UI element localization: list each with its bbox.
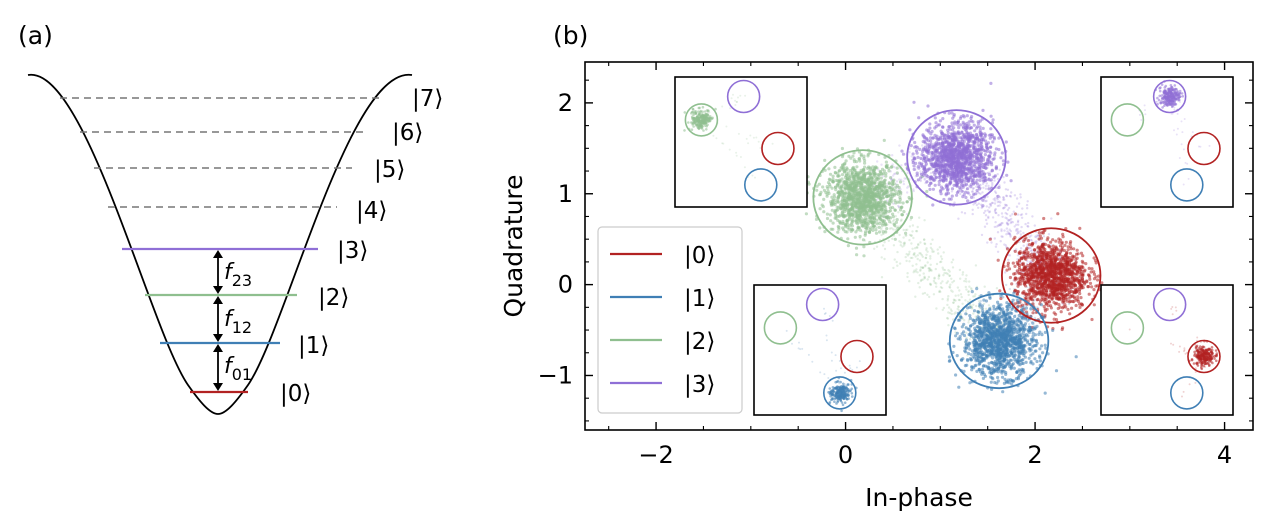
level-label-5: |5⟩ — [374, 157, 405, 183]
inset-circle-3 — [726, 79, 761, 114]
inset-circle-2 — [684, 103, 719, 137]
inset-upper-left — [674, 76, 808, 208]
transition-label-1: f12 — [224, 307, 252, 337]
y-tick-label: 1 — [558, 180, 573, 208]
inset-points — [1188, 339, 1219, 371]
panel-b-iq-scatter: (b) −2 0 2 4 −1 0 1 2 In-phase Quadrature |0⟩ |1… — [499, 21, 1254, 512]
legend-label-2: |2⟩ — [684, 329, 715, 355]
x-tick-label: 2 — [1027, 441, 1042, 469]
x-tick-label: 4 — [1217, 441, 1232, 469]
legend-label-1: |1⟩ — [684, 286, 715, 312]
y-tick-label: −1 — [538, 361, 573, 389]
panel-a-tag: (a) — [18, 21, 53, 50]
axis-ticks: −2 0 2 4 −1 0 1 2 — [538, 62, 1253, 469]
level-label-6: |6⟩ — [392, 120, 423, 146]
cluster-points-2 — [804, 138, 929, 258]
inset-upper-right — [1100, 76, 1234, 208]
arrow-head-up-0 — [213, 344, 223, 352]
inset-circle-1 — [822, 376, 857, 410]
cluster-circle-1 — [948, 292, 1050, 390]
y-tick-label: 0 — [558, 271, 573, 299]
arrow-head-down-1 — [213, 334, 223, 342]
inset-circle-0 — [1187, 131, 1221, 166]
inset-circle-1 — [1170, 376, 1204, 410]
legend-label-0: |0⟩ — [684, 243, 715, 269]
y-tick-label: 2 — [558, 89, 573, 117]
transition-label-0: f01 — [224, 354, 252, 384]
inset-plots — [674, 76, 1234, 416]
potential-well-curve — [27, 74, 413, 415]
inset-lower-right — [1100, 284, 1234, 416]
inset-lower-left — [753, 284, 887, 416]
inset-circle-2 — [763, 311, 798, 345]
panel-b-tag: (b) — [553, 21, 588, 50]
cluster-circle-0 — [1001, 227, 1102, 324]
cluster-circles — [812, 109, 1102, 390]
legend: |0⟩ |1⟩ |2⟩ |3⟩ — [597, 226, 743, 414]
level-label-2: |2⟩ — [318, 285, 349, 311]
x-tick-label: −2 — [638, 441, 673, 469]
energy-levels: |0⟩ |1⟩ |2⟩ |3⟩ |4⟩ |5⟩ |6⟩ |7⟩ — [60, 86, 443, 407]
cluster-points-3 — [900, 81, 1013, 208]
inset-points — [683, 105, 717, 132]
y-axis-label: Quadrature — [499, 174, 528, 317]
arrow-head-up-2 — [213, 250, 223, 258]
inset-circle-1 — [743, 168, 778, 202]
arrow-head-down-2 — [213, 286, 223, 294]
cluster-points-0 — [988, 212, 1113, 332]
level-label-7: |7⟩ — [412, 86, 443, 112]
level-label-3: |3⟩ — [337, 238, 368, 264]
inset-circle-2 — [1110, 311, 1145, 345]
legend-label-3: |3⟩ — [684, 372, 715, 398]
transition-arrows: f01 f12 f23 — [213, 250, 252, 391]
plot-frame — [584, 61, 1254, 431]
cluster-circle-3 — [906, 109, 1007, 206]
inset-circle-0 — [761, 131, 795, 166]
scatter-points — [804, 81, 1113, 395]
inset-circle-0 — [1187, 339, 1221, 374]
legend-box — [597, 226, 743, 414]
level-label-4: |4⟩ — [356, 198, 387, 224]
inset-circle-2 — [1110, 103, 1145, 137]
inset-circle-3 — [805, 287, 840, 322]
level-label-0: |0⟩ — [280, 381, 311, 407]
arrow-head-up-1 — [213, 296, 223, 304]
inset-circle-3 — [1152, 79, 1187, 114]
inset-circle-0 — [840, 339, 874, 374]
inset-points — [1154, 80, 1185, 112]
level-label-1: |1⟩ — [298, 333, 329, 359]
cluster-points-1 — [947, 287, 1078, 395]
transition-label-2: f23 — [224, 260, 252, 290]
panel-a-energy-levels: (a) |0⟩ |1⟩ |2⟩ |3⟩ |4⟩ |5⟩ |6⟩ |7⟩ f01 f12 f23 — [18, 21, 443, 415]
x-axis-label: In-phase — [865, 483, 973, 512]
cluster-circle-2 — [812, 149, 913, 246]
x-tick-label: 0 — [838, 441, 853, 469]
arrow-head-down-0 — [213, 383, 223, 391]
inset-circle-1 — [1170, 168, 1204, 202]
inset-circle-3 — [1152, 287, 1187, 322]
